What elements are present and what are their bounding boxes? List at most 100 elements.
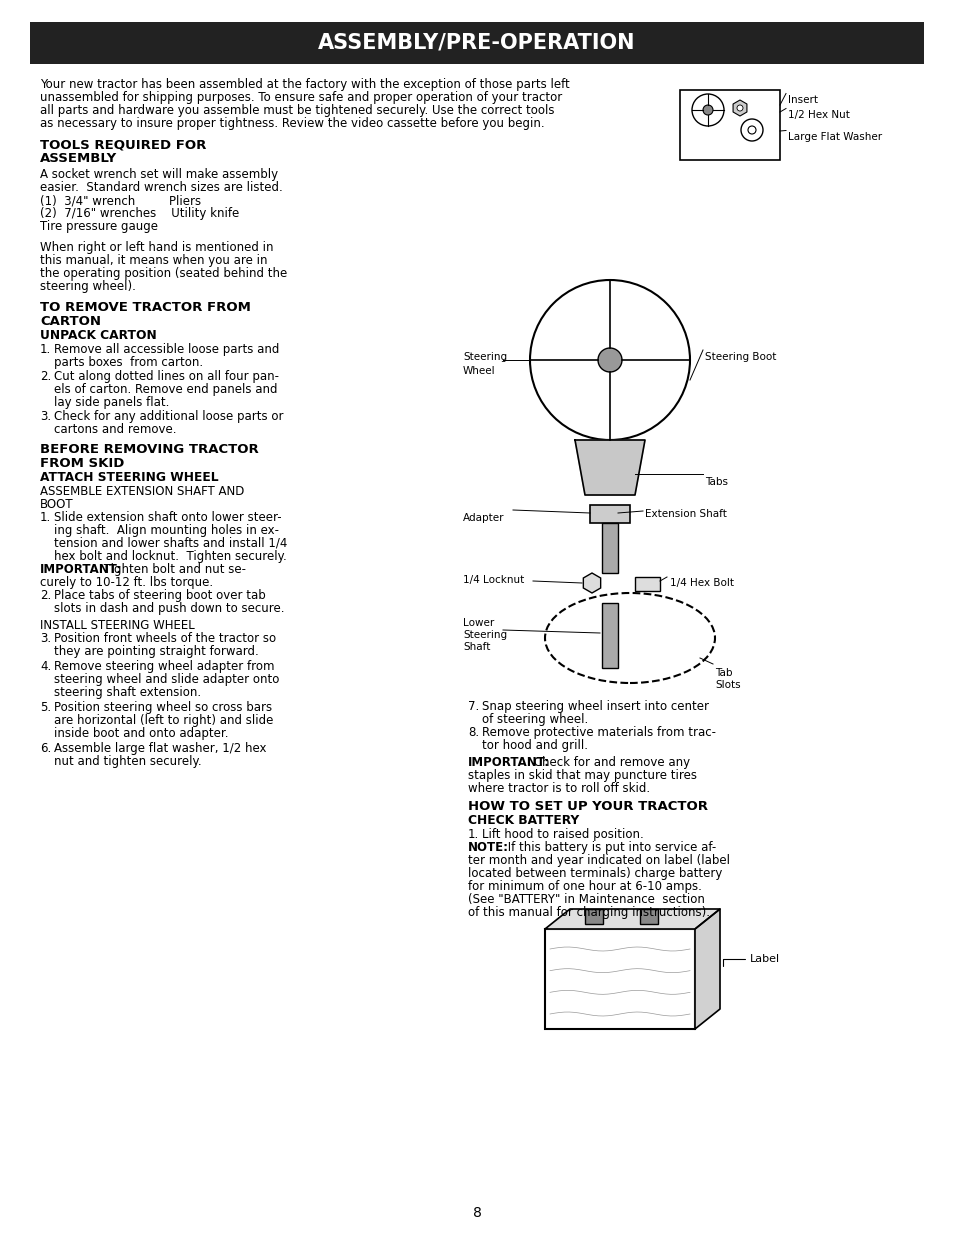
Text: ASSEMBLE EXTENSION SHAFT AND: ASSEMBLE EXTENSION SHAFT AND — [40, 485, 244, 498]
Text: ASSEMBLY: ASSEMBLY — [40, 152, 117, 165]
Text: all parts and hardware you assemble must be tightened securely. Use the correct : all parts and hardware you assemble must… — [40, 104, 554, 117]
Text: staples in skid that may puncture tires: staples in skid that may puncture tires — [468, 769, 697, 782]
Text: tor hood and grill.: tor hood and grill. — [481, 739, 587, 752]
Text: 7.: 7. — [468, 700, 478, 713]
Bar — [544, 929, 695, 1029]
Text: steering wheel and slide adapter onto: steering wheel and slide adapter onto — [54, 673, 279, 685]
Text: Assemble large flat washer, 1/2 hex: Assemble large flat washer, 1/2 hex — [54, 742, 266, 755]
Bar — [584, 909, 602, 924]
Text: they are pointing straight forward.: they are pointing straight forward. — [54, 645, 258, 658]
Text: HOW TO SET UP YOUR TRACTOR: HOW TO SET UP YOUR TRACTOR — [468, 800, 707, 813]
Text: located between terminals) charge battery: located between terminals) charge batter… — [468, 867, 721, 881]
Text: 5.: 5. — [40, 701, 51, 714]
Text: parts boxes  from carton.: parts boxes from carton. — [54, 356, 203, 369]
Text: 3.: 3. — [40, 410, 51, 424]
Text: BOOT: BOOT — [40, 498, 73, 511]
Text: INSTALL STEERING WHEEL: INSTALL STEERING WHEEL — [40, 619, 194, 632]
Text: CHECK BATTERY: CHECK BATTERY — [468, 814, 578, 827]
Text: steering shaft extension.: steering shaft extension. — [54, 685, 201, 699]
Bar — [639, 909, 658, 924]
Text: (2)  7/16" wrenches    Utility knife: (2) 7/16" wrenches Utility knife — [40, 207, 239, 220]
Circle shape — [598, 348, 621, 372]
Text: ter month and year indicated on label (label: ter month and year indicated on label (l… — [468, 853, 729, 867]
Text: Extension Shaft: Extension Shaft — [644, 509, 726, 519]
Text: 1.: 1. — [40, 511, 51, 524]
Polygon shape — [575, 440, 644, 495]
Text: BEFORE REMOVING TRACTOR: BEFORE REMOVING TRACTOR — [40, 443, 258, 456]
Text: steering wheel).: steering wheel). — [40, 280, 135, 293]
Text: of this manual for charging instructions).: of this manual for charging instructions… — [468, 906, 709, 919]
Text: Slide extension shaft onto lower steer-: Slide extension shaft onto lower steer- — [54, 511, 281, 524]
Text: Label: Label — [749, 953, 780, 965]
Text: IMPORTANT:: IMPORTANT: — [468, 756, 550, 769]
Text: 8: 8 — [472, 1207, 481, 1220]
Text: Steering: Steering — [462, 630, 507, 640]
Text: Steering Boot: Steering Boot — [704, 352, 776, 362]
Text: unassembled for shipping purposes. To ensure safe and proper operation of your t: unassembled for shipping purposes. To en… — [40, 91, 561, 104]
Text: Lift hood to raised position.: Lift hood to raised position. — [481, 827, 643, 841]
Text: If this battery is put into service af-: If this battery is put into service af- — [503, 841, 716, 853]
Text: cartons and remove.: cartons and remove. — [54, 424, 176, 436]
Text: 8.: 8. — [468, 726, 478, 739]
Text: curely to 10-12 ft. lbs torque.: curely to 10-12 ft. lbs torque. — [40, 576, 213, 589]
Bar — [635, 577, 659, 592]
Bar — [601, 522, 618, 573]
Text: 1/4 Locknut: 1/4 Locknut — [462, 576, 524, 585]
Text: 1.: 1. — [468, 827, 478, 841]
Text: 2.: 2. — [40, 589, 51, 601]
FancyBboxPatch shape — [589, 505, 629, 522]
Text: Tighten bolt and nut se-: Tighten bolt and nut se- — [100, 563, 246, 576]
Text: 6.: 6. — [40, 742, 51, 755]
Text: CARTON: CARTON — [40, 315, 101, 329]
Text: Snap steering wheel insert into center: Snap steering wheel insert into center — [481, 700, 708, 713]
Text: the operating position (seated behind the: the operating position (seated behind th… — [40, 267, 287, 280]
Text: ing shaft.  Align mounting holes in ex-: ing shaft. Align mounting holes in ex- — [54, 524, 278, 537]
Text: (See "BATTERY" in Maintenance  section: (See "BATTERY" in Maintenance section — [468, 893, 704, 906]
Text: Remove protective materials from trac-: Remove protective materials from trac- — [481, 726, 716, 739]
Text: UNPACK CARTON: UNPACK CARTON — [40, 329, 156, 342]
Text: Position steering wheel so cross bars: Position steering wheel so cross bars — [54, 701, 272, 714]
Ellipse shape — [544, 593, 714, 683]
Text: Insert: Insert — [787, 95, 817, 105]
Text: Steering: Steering — [462, 352, 507, 362]
Text: NOTE:: NOTE: — [468, 841, 509, 853]
Text: easier.  Standard wrench sizes are listed.: easier. Standard wrench sizes are listed… — [40, 182, 282, 194]
Text: nut and tighten securely.: nut and tighten securely. — [54, 755, 201, 768]
Text: 1.: 1. — [40, 343, 51, 356]
Text: ATTACH STEERING WHEEL: ATTACH STEERING WHEEL — [40, 471, 218, 484]
Text: as necessary to insure proper tightness. Review the video cassette before you be: as necessary to insure proper tightness.… — [40, 117, 544, 130]
Text: Remove steering wheel adapter from: Remove steering wheel adapter from — [54, 659, 274, 673]
Text: hex bolt and locknut.  Tighten securely.: hex bolt and locknut. Tighten securely. — [54, 550, 287, 563]
Polygon shape — [544, 909, 720, 929]
Text: where tractor is to roll off skid.: where tractor is to roll off skid. — [468, 782, 649, 795]
Text: Shaft: Shaft — [462, 642, 490, 652]
Text: Large Flat Washer: Large Flat Washer — [787, 132, 882, 142]
Text: TO REMOVE TRACTOR FROM: TO REMOVE TRACTOR FROM — [40, 301, 251, 314]
Text: tension and lower shafts and install 1/4: tension and lower shafts and install 1/4 — [54, 537, 287, 550]
Circle shape — [702, 105, 712, 115]
Text: inside boot and onto adapter.: inside boot and onto adapter. — [54, 727, 229, 740]
Text: A socket wrench set will make assembly: A socket wrench set will make assembly — [40, 168, 278, 182]
Text: 3.: 3. — [40, 632, 51, 645]
Text: 4.: 4. — [40, 659, 51, 673]
Text: Your new tractor has been assembled at the factory with the exception of those p: Your new tractor has been assembled at t… — [40, 78, 569, 91]
Text: IMPORTANT:: IMPORTANT: — [40, 563, 122, 576]
Text: 2.: 2. — [40, 370, 51, 383]
Text: Remove all accessible loose parts and: Remove all accessible loose parts and — [54, 343, 279, 356]
Text: (1)  3/4" wrench         Pliers: (1) 3/4" wrench Pliers — [40, 194, 201, 207]
Text: Tabs: Tabs — [704, 477, 727, 487]
Text: Check for any additional loose parts or: Check for any additional loose parts or — [54, 410, 283, 424]
Bar — [30, 22, 923, 64]
Text: slots in dash and push down to secure.: slots in dash and push down to secure. — [54, 601, 284, 615]
Text: TOOLS REQUIRED FOR: TOOLS REQUIRED FOR — [40, 138, 206, 151]
Text: Wheel: Wheel — [462, 366, 496, 375]
Text: Tire pressure gauge: Tire pressure gauge — [40, 220, 158, 233]
Text: are horizontal (left to right) and slide: are horizontal (left to right) and slide — [54, 714, 274, 727]
Text: Cut along dotted lines on all four pan-: Cut along dotted lines on all four pan- — [54, 370, 278, 383]
Text: this manual, it means when you are in: this manual, it means when you are in — [40, 254, 267, 267]
Text: Place tabs of steering boot over tab: Place tabs of steering boot over tab — [54, 589, 266, 601]
Text: els of carton. Remove end panels and: els of carton. Remove end panels and — [54, 383, 277, 396]
Text: 1/2 Hex Nut: 1/2 Hex Nut — [787, 110, 849, 120]
Circle shape — [737, 105, 742, 111]
Text: 1/4 Hex Bolt: 1/4 Hex Bolt — [669, 578, 733, 588]
